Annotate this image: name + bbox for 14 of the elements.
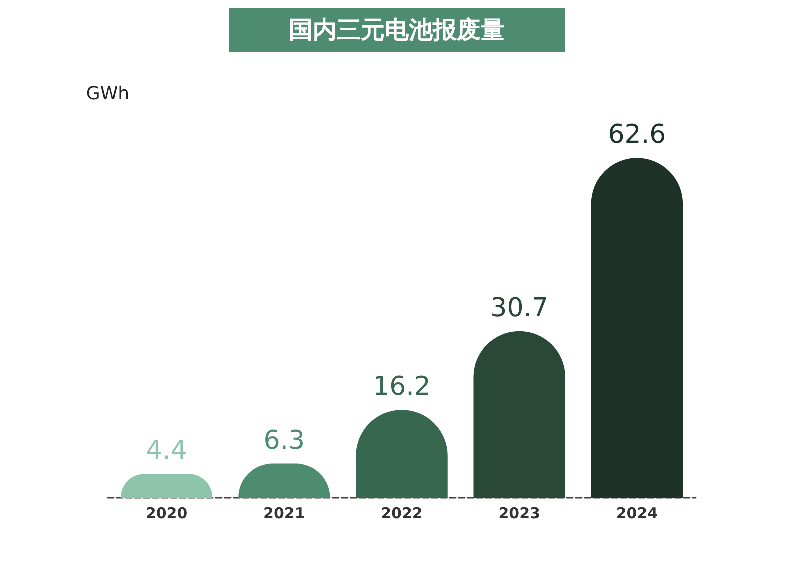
data-label: 6.3 (264, 426, 306, 456)
x-tick-label: 2021 (264, 504, 306, 522)
chart-title: 国内三元电池报废量 (229, 8, 565, 52)
data-label: 30.7 (490, 293, 549, 324)
x-tick-label: 2020 (146, 504, 188, 522)
data-label: 62.6 (608, 120, 666, 150)
data-label: 4.4 (146, 436, 188, 466)
x-tick-label: 2024 (616, 504, 658, 522)
x-tick-label: 2022 (381, 504, 423, 522)
bar (591, 158, 684, 498)
bar (474, 331, 566, 498)
y-axis-title: GWh (86, 84, 130, 104)
data-label: 16.2 (373, 372, 431, 402)
x-tick-label: 2023 (498, 504, 540, 522)
